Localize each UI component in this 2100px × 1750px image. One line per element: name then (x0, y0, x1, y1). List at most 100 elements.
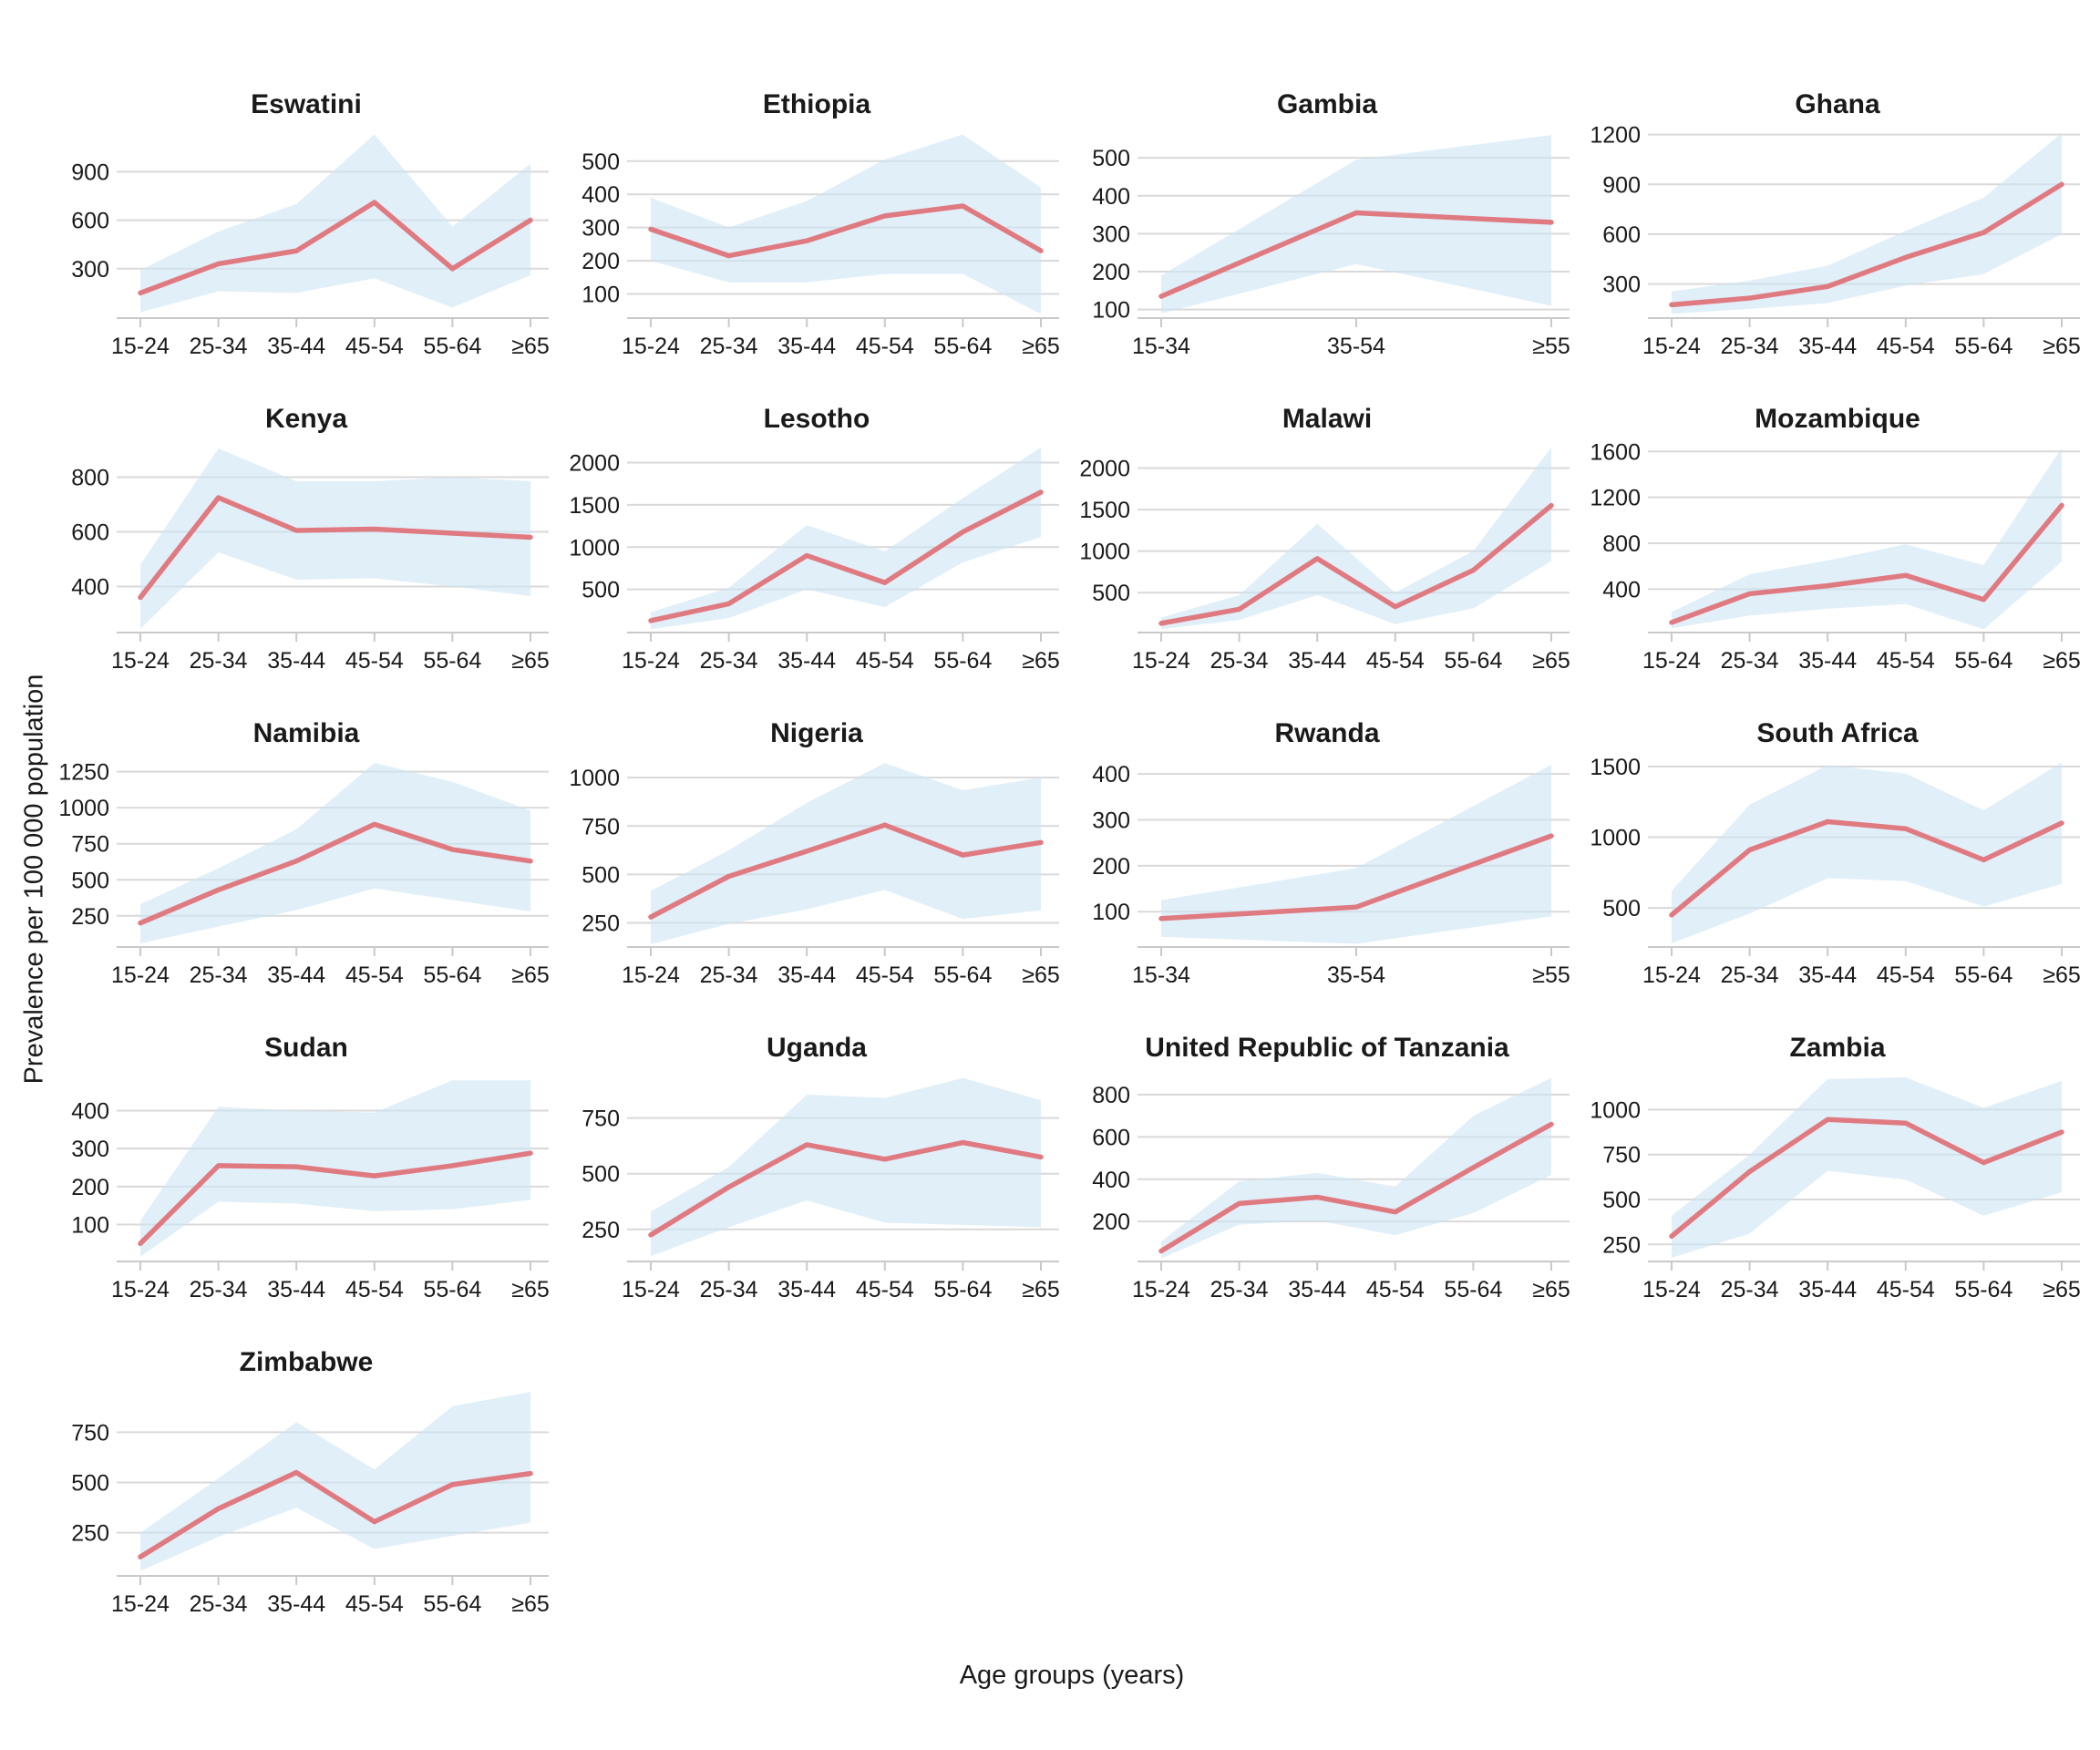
y-tick-label: 1500 (1590, 755, 1641, 780)
x-tick-label: 15-24 (1132, 648, 1190, 674)
x-tick-label: 45-54 (345, 648, 404, 674)
y-tick-label: 400 (1602, 577, 1641, 602)
x-tick-label: ≥65 (1532, 1277, 1570, 1302)
x-tick-label: 35-44 (267, 1277, 325, 1302)
panel-chart: 400 800 1200 1600 15-24 25-34 35-44 45-54 55-64 ≥… (1590, 439, 2081, 674)
panel-chart: 250 500 750 15-24 25-34 35-44 45-54 55-64 ≥65 (582, 1077, 1060, 1302)
confidence-band (1161, 135, 1551, 314)
y-tick-label: 300 (71, 257, 109, 283)
panel-title: United Republic of Tanzania (1145, 1032, 1509, 1063)
x-tick-label: 15-24 (111, 1591, 170, 1617)
x-tick-label: 55-64 (1444, 1277, 1502, 1302)
y-tick-label: 400 (1092, 184, 1130, 210)
x-tick-label: 55-64 (1954, 1277, 2012, 1302)
y-tick-label: 250 (1602, 1232, 1641, 1258)
panel-chart: 500 1000 1500 2000 15-24 25-34 35-44 45-54 55-64… (569, 447, 1060, 674)
x-tick-label: 45-54 (856, 334, 914, 359)
x-tick-label: 55-64 (423, 962, 481, 988)
prevalence-line (1158, 1121, 1554, 1254)
panel-chart: 100 200 300 400 500 15-24 25-34 35-44 45-54 55-64… (582, 134, 1060, 359)
x-tick-label: ≥65 (1022, 334, 1060, 359)
x-tick-label: 15-24 (1132, 1277, 1190, 1302)
x-tick-label: 25-34 (190, 1591, 248, 1617)
panel-united-republic-of-tanzania: United Republic of Tanzania 200 400 600 800 1… (1072, 996, 1582, 1308)
x-tick-label: 25-34 (190, 334, 248, 359)
y-tick-label: 500 (582, 1162, 620, 1188)
x-tick-label: 35-44 (267, 334, 325, 359)
prevalence-line (138, 1469, 533, 1560)
x-tick-label: 35-44 (1288, 1277, 1346, 1302)
x-tick-label: 45-54 (856, 648, 914, 674)
y-tick-label: 500 (582, 149, 620, 175)
y-tick-label: 750 (71, 1420, 109, 1446)
x-tick-label: 55-64 (933, 648, 992, 674)
x-tick-label: 15-34 (1132, 334, 1190, 359)
panel-title: Namibia (252, 717, 360, 748)
panel-chart: 100 200 300 400 15-34 35-54 ≥55 (1092, 762, 1570, 988)
confidence-band (651, 134, 1041, 314)
prevalence-line (1669, 181, 2064, 308)
x-tick-label: ≥65 (1022, 648, 1060, 674)
x-tick-label: ≥65 (2043, 334, 2081, 359)
x-tick-label: 15-24 (1642, 962, 1701, 988)
confidence-band (1672, 132, 2062, 314)
y-tick-label: 2000 (1079, 457, 1130, 482)
panel-lesotho: Lesotho 500 1000 1500 2000 15-24 25-34 35-44 45-… (561, 367, 1072, 679)
panel-kenya: Kenya 400 600 800 15-24 25-34 35-44 45-54 55-64 ≥… (51, 367, 561, 679)
x-tick-label: 35-44 (777, 334, 836, 359)
panel-sudan: Sudan 100 200 300 400 15-24 25-34 35-44 45-54 55-… (51, 996, 561, 1308)
y-tick-label: 100 (582, 283, 620, 308)
x-tick-label: 45-54 (1877, 648, 1935, 674)
confidence-band (651, 1077, 1041, 1257)
panel-chart: 100 200 300 400 500 15-34 35-54 ≥55 (1092, 135, 1570, 359)
x-tick-label: ≥65 (2043, 1277, 2081, 1302)
confidence-band (140, 448, 530, 629)
panel-title: Zimbabwe (239, 1346, 374, 1377)
y-tick-label: 750 (582, 1107, 620, 1132)
confidence-band (1161, 765, 1551, 944)
x-tick-label: 25-34 (190, 1277, 248, 1302)
x-tick-label: ≥65 (511, 334, 550, 359)
panel-south-africa: South Africa 500 1000 1500 15-24 25-34 35-44 45… (1582, 682, 2093, 993)
panel-chart: 250 500 750 1000 15-24 25-34 35-44 45-54 55-64 ≥6… (1590, 1076, 2081, 1302)
panel-chart: 100 200 300 400 15-24 25-34 35-44 45-54 55-64 ≥65 (71, 1080, 550, 1302)
x-tick-label: 15-24 (622, 962, 680, 988)
panel-namibia: Namibia 250 500 750 1000 1250 15-24 25-34 35-44 4… (51, 682, 561, 993)
panel-chart: 500 1000 1500 15-24 25-34 35-44 45-54 55-64 ≥65 (1590, 755, 2080, 988)
prevalence-line (138, 200, 533, 296)
y-tick-label: 500 (1092, 581, 1130, 606)
y-tick-label: 400 (1092, 762, 1130, 788)
prevalence-line (1158, 833, 1554, 921)
x-tick-label: 45-54 (856, 962, 914, 988)
x-tick-label: 15-24 (111, 962, 170, 988)
panel-title: Sudan (264, 1032, 348, 1063)
x-tick-label: 15-24 (111, 1277, 170, 1302)
y-tick-label: 1000 (1079, 540, 1130, 565)
x-tick-label: ≥65 (1022, 1277, 1060, 1302)
y-tick-label: 300 (1092, 221, 1130, 247)
panel-grid: Eswatini 300 600 900 15-24 25-34 35-44 45-54 55-… (51, 53, 2093, 1622)
confidence-band (140, 763, 530, 943)
x-tick-label: 15-24 (1642, 1277, 1701, 1302)
x-tick-label: ≥65 (2043, 648, 2081, 674)
x-tick-label: 25-34 (1721, 334, 1779, 359)
panel-mozambique: Mozambique 400 800 1200 1600 15-24 25-34 35-44 4… (1582, 367, 2093, 679)
panel-chart: 300 600 900 1200 15-24 25-34 35-44 45-54 55-64 ≥6… (1590, 124, 2081, 359)
x-tick-label: 45-54 (1877, 334, 1935, 359)
prevalence-line (138, 1150, 533, 1247)
x-tick-label: 55-64 (1444, 648, 1502, 674)
x-tick-label: 35-44 (267, 962, 325, 988)
panel-ghana: Ghana 300 600 900 1200 15-24 25-34 35-44 45-54 55… (1582, 53, 2093, 365)
panel-chart: 250 500 750 1000 1250 15-24 25-34 35-44 45-54 55-… (58, 760, 549, 988)
x-tick-label: 35-44 (777, 648, 836, 674)
x-tick-label: 35-54 (1327, 334, 1385, 359)
y-tick-label: 1500 (1079, 498, 1130, 523)
y-tick-label: 500 (1602, 1188, 1641, 1213)
prevalence-line (1669, 502, 2064, 625)
y-tick-label: 300 (1092, 808, 1130, 833)
x-tick-label: 15-24 (1642, 334, 1701, 359)
x-tick-label: 25-34 (700, 334, 758, 359)
prevalence-line (648, 489, 1044, 623)
y-tick-label: 300 (71, 1137, 109, 1162)
x-tick-label: 25-34 (190, 648, 248, 674)
